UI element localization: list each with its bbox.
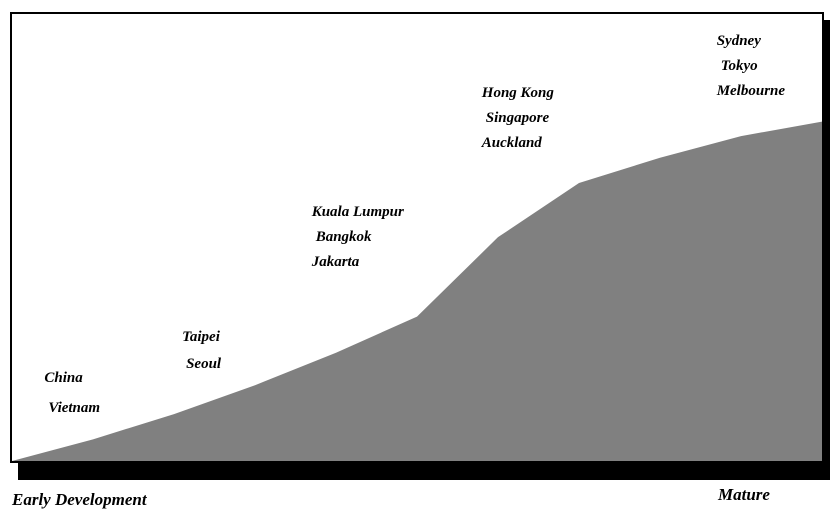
city-label-china: China <box>44 370 83 386</box>
city-labels: China Vietnam Taipei Seoul Kuala Lumpur Bangk… <box>44 33 785 416</box>
early-development-label: Early Development <box>11 490 148 509</box>
mature-label: Mature <box>717 485 770 504</box>
city-label-hong-kong: Hong Kong <box>481 85 555 101</box>
development-area <box>12 121 822 461</box>
city-label-singapore: Singapore <box>486 110 550 126</box>
city-label-taipei: Taipei <box>182 329 221 345</box>
city-label-tokyo: Tokyo <box>721 58 758 74</box>
city-label-jakarta: Jakarta <box>311 254 360 270</box>
city-label-sydney: Sydney <box>717 33 762 49</box>
city-label-bangkok: Bangkok <box>315 229 372 245</box>
city-label-kuala-lumpur: Kuala Lumpur <box>311 204 404 220</box>
city-label-melbourne: Melbourne <box>716 83 786 99</box>
city-label-seoul: Seoul <box>186 356 222 372</box>
city-label-vietnam: Vietnam <box>48 400 100 416</box>
city-label-auckland: Auckland <box>481 135 543 151</box>
